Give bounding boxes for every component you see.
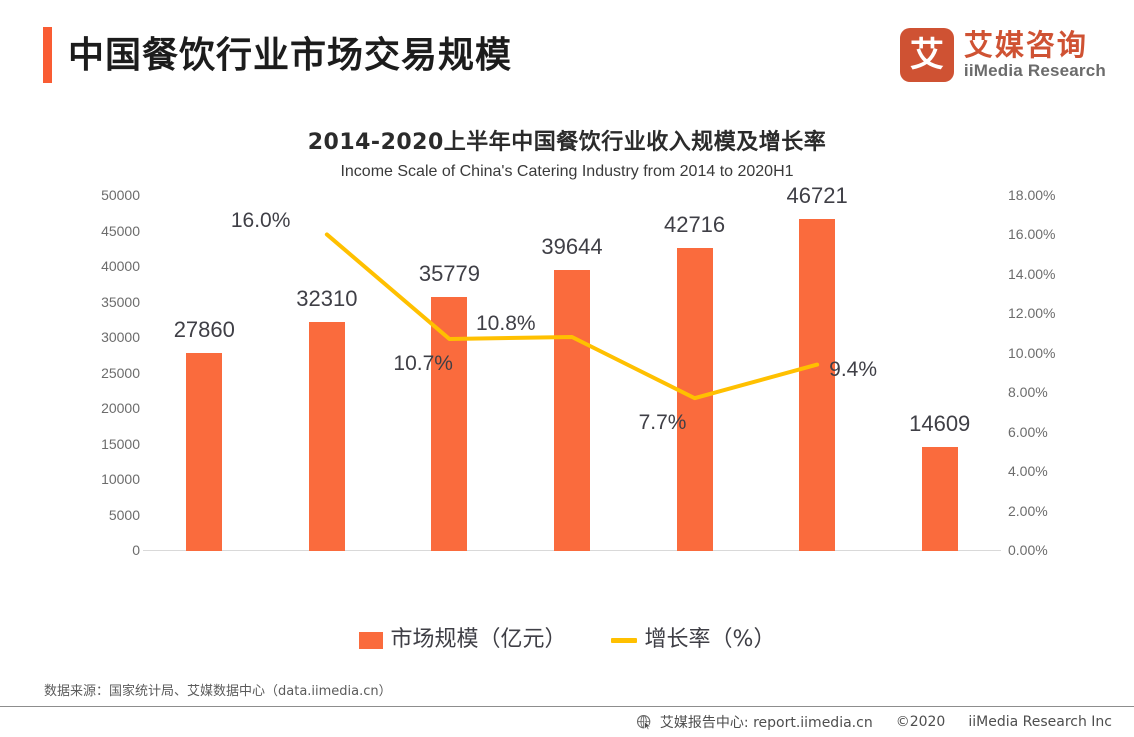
globe-cursor-icon [636, 714, 652, 730]
bar[interactable] [799, 219, 836, 551]
legend-bar-swatch-icon [358, 631, 383, 649]
bar-slot: 27860 [143, 195, 266, 551]
y-axis-right-tick: 12.00% [1008, 305, 1056, 322]
bar[interactable] [553, 269, 590, 551]
logo-name-cn: 艾媒咨询 [963, 28, 1088, 62]
legend-bar-label: 市场规模（亿元） [390, 627, 567, 652]
y-axis-left-tick: 30000 [101, 329, 140, 345]
bar-value-label: 46721 [786, 183, 848, 209]
y-axis-left-tick: 35000 [101, 293, 140, 310]
line-value-label: 10.8% [476, 312, 536, 335]
y-axis-left-tick: 25000 [101, 364, 140, 381]
y-axis-left-tick: 40000 [101, 258, 140, 274]
y-axis-right-tick: 8.00% [1008, 384, 1048, 401]
y-axis-left: 50000 45000 40000 35000 30000 25000 20000 15000… [78, 188, 140, 558]
bar-slot: 46721 [756, 185, 879, 551]
line-value-label: 9.4% [829, 357, 878, 381]
bar[interactable] [308, 321, 345, 551]
bar-slot: 14609 [878, 195, 1001, 551]
chart-plot-area: 50000 45000 40000 35000 30000 25000 20000 15000… [0, 185, 1134, 615]
legend-item-line[interactable]: 增长率（%） [610, 627, 776, 653]
y-axis-left-tick: 45000 [101, 222, 140, 239]
y-axis-right: 18.00% 16.00% 14.00% 12.00% 10.00% 8.00% 6.00%… [1008, 188, 1088, 558]
chart-legend: 市场规模（亿元） 增长率（%） [0, 620, 1134, 660]
chart-subtitle: Income Scale of China's Catering Industr… [340, 163, 794, 180]
logo-name-en: iiMedia Research [963, 61, 1106, 80]
bar-value-label: 39644 [541, 233, 603, 259]
logo-mark-icon: 艾 [899, 28, 954, 82]
brand-logo: 艾 艾媒咨询 iiMedia Research [899, 24, 1106, 86]
bar-value-label: 42716 [663, 211, 726, 237]
bar-value-label: 14609 [909, 411, 971, 437]
bar-slot: 39644 [511, 195, 634, 551]
line-value-label: 16.0% [230, 209, 291, 233]
footer-company: iiMedia Research Inc [968, 714, 1112, 730]
source-note: 数据来源：国家统计局、艾媒数据中心（data.iimedia.cn） [44, 684, 392, 699]
bar-value-label: 32310 [296, 285, 358, 311]
page-title: 中国餐饮行业市场交易规模 [68, 35, 513, 76]
footer-bar: 艾媒报告中心: report.iimedia.cn ©2020 iiMedia … [0, 707, 1134, 737]
line-value-label: 10.7% [393, 351, 453, 375]
y-axis-right-tick: 4.00% [1008, 463, 1048, 480]
y-axis-right-tick: 18.00% [1008, 187, 1056, 203]
y-axis-right-tick: 10.00% [1008, 344, 1056, 361]
y-axis-right-tick: 0.00% [1008, 542, 1048, 558]
legend-line-swatch-icon [610, 637, 637, 643]
y-axis-left-tick: 50000 [101, 187, 140, 203]
bar[interactable] [921, 447, 958, 551]
footer-report-center[interactable]: 艾媒报告中心: report.iimedia.cn [659, 715, 873, 731]
line-series: 16.0% 10.7% 10.8% 7.7% 9.4% [143, 195, 1001, 551]
legend-line-label: 增长率（%） [644, 627, 776, 652]
legend-item-bar[interactable]: 市场规模（亿元） [358, 627, 567, 653]
bar-slot: 32310 [266, 195, 389, 551]
title-accent-bar [43, 27, 52, 83]
growth-rate-line [324, 232, 820, 401]
line-value-label: 7.7% [638, 411, 687, 435]
bar-value-label: 27860 [173, 317, 235, 343]
chart-title: 2014-2020上半年中国餐饮行业收入规模及增长率 [307, 130, 827, 155]
y-axis-right-tick: 14.00% [1008, 265, 1056, 282]
logo-text: 艾媒咨询 iiMedia Research [964, 29, 1106, 81]
page-header: 中国餐饮行业市场交易规模 艾 艾媒咨询 iiMedia Research [0, 0, 1134, 110]
bar-value-label: 35779 [418, 260, 481, 286]
y-axis-right-tick: 2.00% [1008, 502, 1048, 519]
footer-copyright: ©2020 [895, 714, 946, 730]
y-axis-left-tick: 10000 [101, 471, 140, 487]
footer-divider [0, 706, 1134, 707]
y-axis-left-tick: 0 [132, 542, 140, 558]
y-axis-left-tick: 5000 [108, 506, 140, 523]
y-axis-left-tick: 15000 [101, 435, 140, 452]
y-axis-right-tick: 16.00% [1008, 226, 1056, 243]
y-axis-left-tick: 20000 [101, 400, 140, 416]
bar[interactable] [186, 353, 223, 551]
y-axis-right-tick: 6.00% [1008, 423, 1048, 440]
bar-series: 27860 32310 35779 39644 42716 46721 14609 [143, 185, 1001, 551]
